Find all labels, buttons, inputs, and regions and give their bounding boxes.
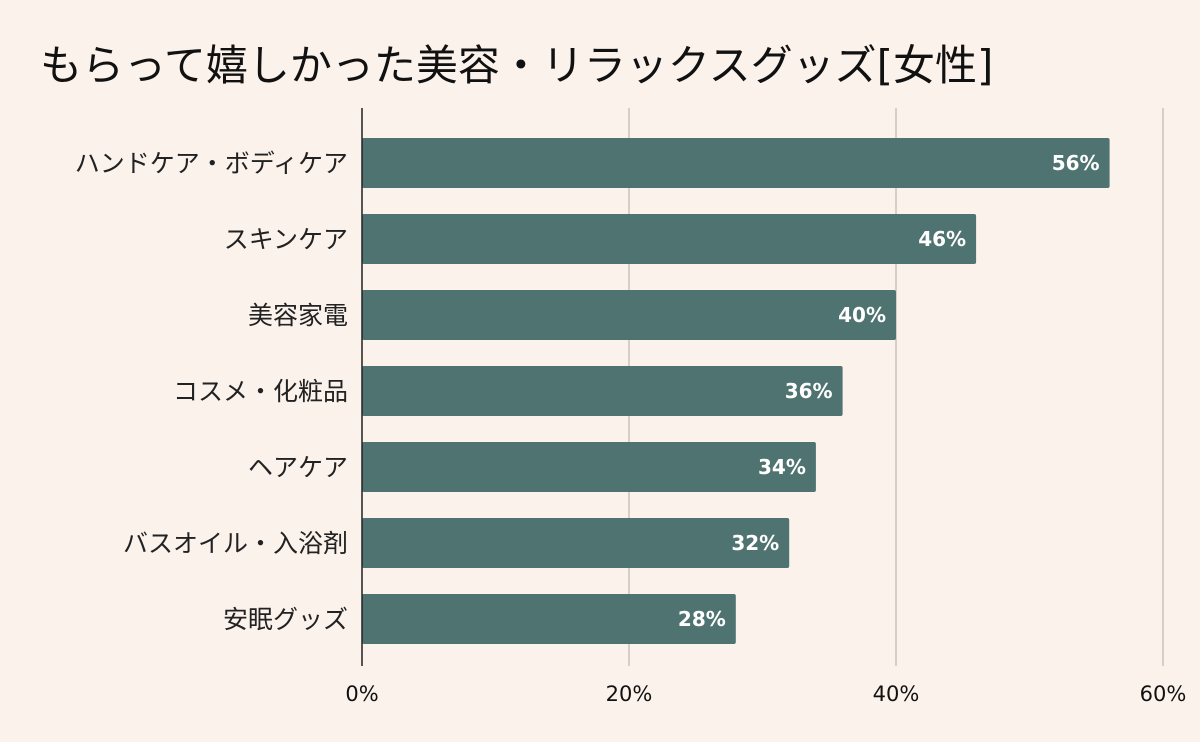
category-label: コスメ・化粧品: [173, 377, 348, 406]
category-labels: ハンドケア・ボディケアスキンケア美容家電コスメ・化粧品ヘアケアバスオイル・入浴剤…: [75, 149, 348, 634]
bar-4: [362, 366, 843, 416]
chart-title: もらって嬉しかった美容・リラックスグッズ[女性]: [40, 41, 993, 90]
bar-value-label: 32%: [731, 531, 779, 555]
bar-7: [362, 594, 736, 644]
bar-1: [362, 138, 1110, 188]
x-tick-label: 20%: [606, 682, 653, 706]
x-tick-labels: 0% 20% 40% 60%: [345, 682, 1186, 706]
category-label: ヘアケア: [248, 453, 348, 482]
category-label: バスオイル・入浴剤: [123, 529, 348, 558]
bar-value-label: 34%: [758, 455, 806, 479]
bar-6: [362, 518, 790, 568]
bar-value-label: 28%: [678, 607, 726, 631]
bar-value-label: 36%: [785, 379, 833, 403]
category-label: スキンケア: [224, 225, 348, 254]
category-label: 美容家電: [248, 301, 348, 330]
bar-value-label: 46%: [918, 227, 966, 251]
bar-5: [362, 442, 816, 492]
bars: 56% 46% 40% 36% 34% 32% 28%: [362, 138, 1110, 644]
bar-3: [362, 290, 896, 340]
x-tick-label: 60%: [1140, 682, 1187, 706]
bar-2: [362, 214, 977, 264]
bar-value-label: 40%: [838, 303, 886, 327]
category-label: ハンドケア・ボディケア: [75, 149, 348, 178]
category-label: 安眠グッズ: [223, 605, 348, 634]
x-tick-label: 0%: [345, 682, 378, 706]
bar-value-label: 56%: [1052, 151, 1100, 175]
x-tick-label: 40%: [873, 682, 920, 706]
